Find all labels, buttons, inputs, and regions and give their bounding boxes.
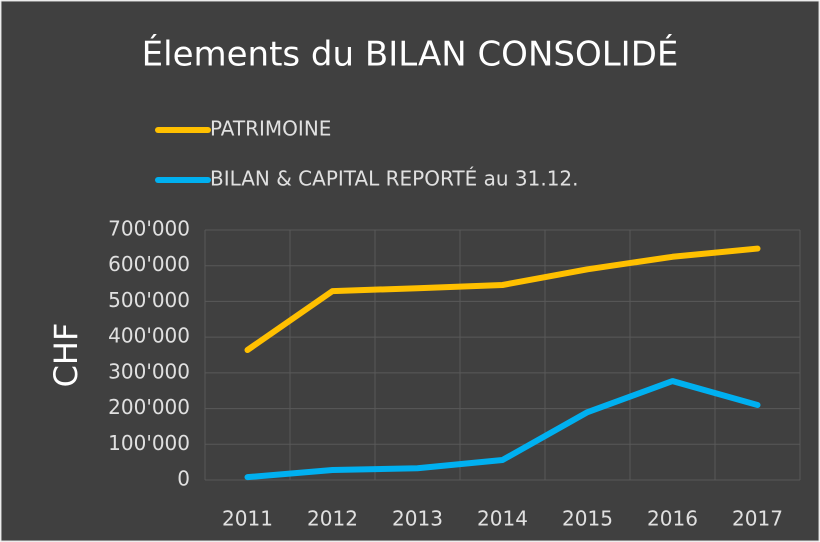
x-tick-label: 2012 bbox=[307, 507, 358, 531]
chart-title: Élements du BILAN CONSOLIDÉ bbox=[142, 34, 679, 75]
y-tick-label: 400'000 bbox=[108, 324, 190, 348]
y-axis-title: CHF bbox=[47, 323, 85, 388]
y-tick-label: 300'000 bbox=[108, 359, 190, 383]
x-tick-label: 2014 bbox=[477, 507, 528, 531]
x-tick-label: 2015 bbox=[562, 507, 613, 531]
y-tick-label: 200'000 bbox=[108, 395, 190, 419]
y-tick-label: 500'000 bbox=[108, 288, 190, 312]
x-tick-label: 2016 bbox=[647, 507, 698, 531]
legend-label: BILAN & CAPITAL REPORTÉ au 31.12. bbox=[210, 167, 579, 191]
x-tick-label: 2011 bbox=[222, 507, 273, 531]
y-tick-label: 600'000 bbox=[108, 252, 190, 276]
series-line bbox=[244, 378, 761, 481]
y-tick-label: 100'000 bbox=[108, 431, 190, 455]
y-tick-label: 700'000 bbox=[108, 217, 190, 241]
legend-label: PATRIMOINE bbox=[210, 117, 331, 141]
y-tick-label: 0 bbox=[177, 467, 190, 491]
x-tick-label: 2013 bbox=[392, 507, 443, 531]
x-tick-label: 2017 bbox=[732, 507, 783, 531]
series-line bbox=[244, 245, 761, 353]
